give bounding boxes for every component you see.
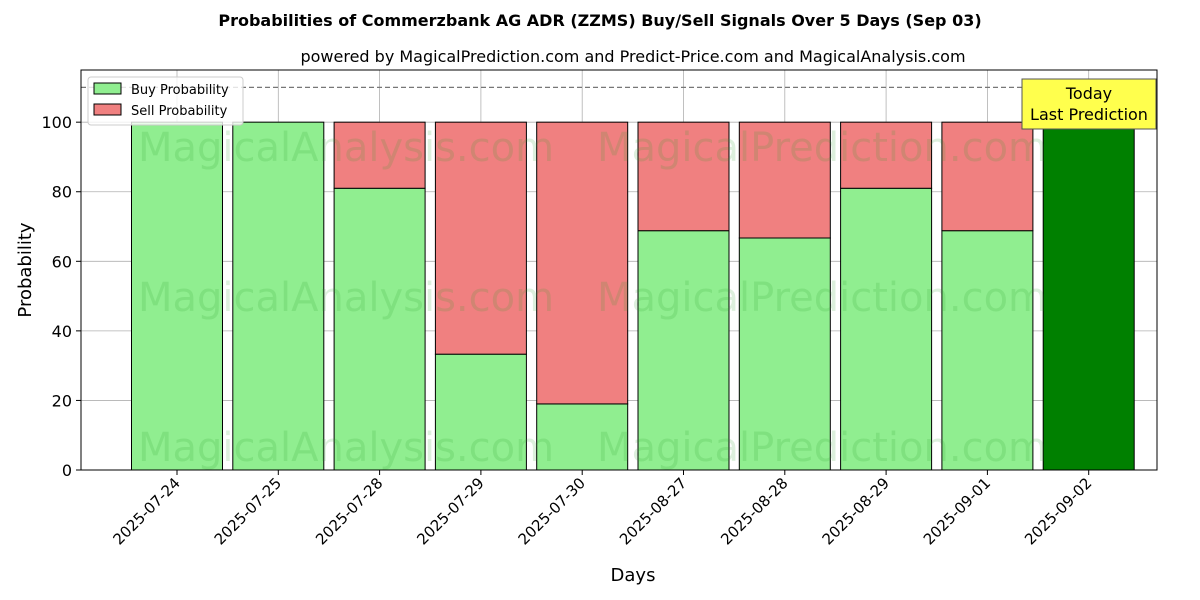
plot-frame (80, 69, 1158, 471)
legend-buy-swatch (93, 82, 122, 95)
watermark-text: MagicalPrediction.com (597, 125, 1047, 171)
sell-bar (333, 121, 426, 189)
x-tick-label: 2025-08-28 (717, 474, 791, 548)
annotation-line2: Last Prediction (1030, 105, 1148, 124)
buy-bar (1042, 121, 1135, 471)
x-tick-label: 2025-09-02 (1021, 474, 1095, 548)
buy-bar (131, 121, 223, 471)
x-tick-label: 2025-07-28 (312, 474, 386, 548)
buy-bar (738, 237, 831, 471)
watermark-text: MagicalAnalysis.com (138, 125, 554, 171)
x-tick-label: 2025-07-29 (413, 474, 487, 548)
legend-sell-swatch (93, 103, 122, 116)
watermark-text: MagicalPrediction.com (597, 275, 1047, 321)
watermark-text: MagicalAnalysis.com (138, 275, 554, 321)
x-tick-label: 2025-09-01 (920, 474, 994, 548)
watermark-layer: MagicalAnalysis.com MagicalPrediction.com… (138, 125, 1047, 471)
x-tick-label: 2025-08-29 (819, 474, 893, 548)
sell-bar (536, 121, 629, 405)
annotation-box (1021, 78, 1157, 130)
y-tick-label: 20 (52, 391, 72, 410)
annotation-line1: Today (1065, 84, 1112, 103)
sell-bar (434, 121, 527, 355)
legend-buy-label: Buy Probability (131, 83, 229, 98)
watermark-text: MagicalAnalysis.com (138, 425, 554, 471)
chart-subtitle: powered by MagicalPrediction.com and Pre… (300, 47, 965, 66)
legend: Buy Probability Sell Probability (87, 76, 244, 126)
legend-box (87, 76, 244, 126)
legend-sell-label: Sell Probability (131, 104, 228, 119)
sell-bar (840, 121, 933, 189)
y-tick-label: 60 (52, 252, 72, 271)
buy-bar (637, 230, 730, 471)
sell-bar (738, 121, 831, 239)
y-tick-label: 0 (62, 461, 72, 480)
x-tick-label: 2025-07-30 (515, 474, 589, 548)
watermark-text: MagicalPrediction.com (597, 425, 1047, 471)
x-tick-label: 2025-07-24 (109, 474, 183, 548)
buy-bar (840, 187, 933, 471)
today-annotation: Today Last Prediction (1021, 78, 1157, 130)
sell-bar (941, 121, 1034, 232)
chart-title: Probabilities of Commerzbank AG ADR (ZZM… (218, 11, 981, 30)
bars-layer (131, 121, 1135, 471)
x-tick-label: 2025-07-25 (211, 474, 285, 548)
sell-bar (637, 121, 730, 232)
x-tick-label: 2025-08-27 (616, 474, 690, 548)
y-tick-label: 80 (52, 183, 72, 202)
y-axis-label: Probability (15, 222, 36, 317)
y-tick-label: 40 (52, 322, 72, 341)
y-tick-label: 100 (41, 113, 72, 132)
x-axis-label: Days (611, 565, 656, 586)
x-axis: 2025-07-24 2025-07-25 2025-07-28 2025-07-29… (109, 470, 1096, 548)
y-axis: 0 20 40 60 80 100 (41, 113, 81, 480)
buy-bar (941, 230, 1034, 471)
buy-bar (434, 353, 527, 471)
